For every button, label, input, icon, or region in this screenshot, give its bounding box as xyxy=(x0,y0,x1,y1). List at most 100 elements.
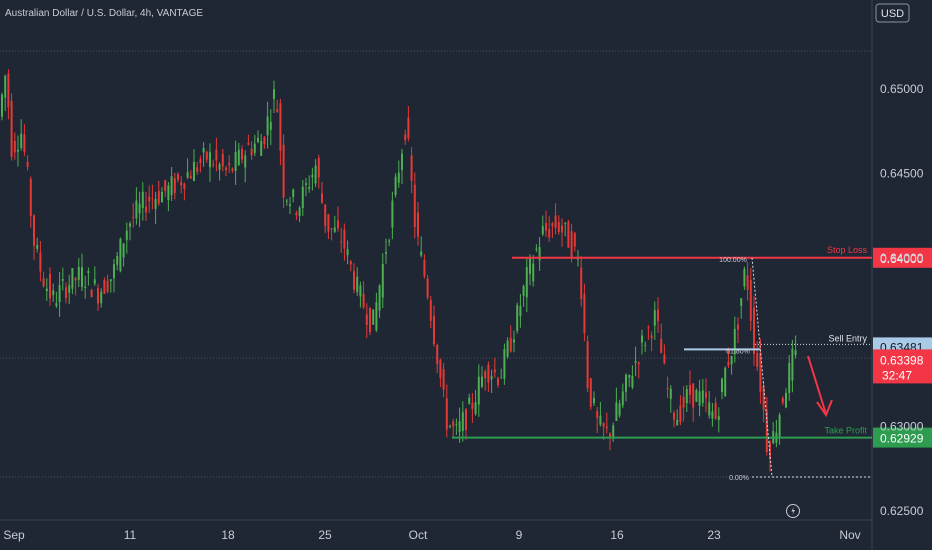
candle-body xyxy=(33,215,35,246)
candle-body xyxy=(199,159,202,163)
candle-body xyxy=(42,278,45,287)
candle-body xyxy=(650,335,653,339)
candle-body xyxy=(586,341,589,389)
candle-body xyxy=(733,328,736,355)
candle-body xyxy=(202,147,205,153)
candle-body xyxy=(692,383,695,408)
candle-body xyxy=(436,345,439,365)
candle-body xyxy=(20,133,23,148)
candle-body xyxy=(717,416,720,421)
currency-badge[interactable] xyxy=(875,3,910,23)
candle-body xyxy=(404,134,407,141)
candle-body xyxy=(7,73,10,108)
current-price-text: 0.63398 xyxy=(880,353,924,367)
candle-body xyxy=(183,183,186,190)
candle-body xyxy=(503,349,506,379)
candle-body xyxy=(455,423,458,425)
candle-body xyxy=(599,415,602,425)
candle-body xyxy=(276,108,279,112)
fib-label-100: 100.00% xyxy=(719,257,747,264)
candle-body xyxy=(193,161,195,181)
candle-body xyxy=(762,386,765,410)
timezone-icon[interactable] xyxy=(786,504,800,518)
candle-body xyxy=(580,267,583,300)
candle-body xyxy=(705,392,707,398)
candle-body xyxy=(298,207,301,216)
y-tick-label: 0.63000 xyxy=(880,420,924,434)
candle-body xyxy=(324,204,327,227)
candle-body xyxy=(647,327,650,329)
candle-body xyxy=(461,412,464,431)
candle-body xyxy=(356,276,359,293)
candle-body xyxy=(244,155,247,168)
candle-body xyxy=(74,278,77,281)
candle-body xyxy=(36,244,39,249)
candle-body xyxy=(506,340,509,357)
candle-body xyxy=(177,173,179,180)
current-price-tag xyxy=(873,349,932,384)
candle-body xyxy=(84,286,87,288)
candle-body xyxy=(125,230,128,240)
candle-body xyxy=(308,187,311,189)
candle-body xyxy=(317,157,320,178)
candle-body xyxy=(765,410,768,452)
down-arrow-shaft xyxy=(807,355,827,415)
candle-body xyxy=(173,178,176,194)
candle-body xyxy=(593,398,595,404)
candle-body xyxy=(666,388,669,390)
candle-body xyxy=(55,303,58,306)
candle-body xyxy=(212,164,215,166)
candle-body xyxy=(701,390,704,403)
candle-body xyxy=(295,212,298,216)
candle-body xyxy=(26,162,29,168)
candle-body xyxy=(305,183,307,185)
candle-body xyxy=(301,186,304,209)
candle-body xyxy=(391,200,394,228)
candle-body xyxy=(497,378,499,386)
candle-body xyxy=(225,167,227,171)
candle-body xyxy=(541,226,544,235)
candle-body xyxy=(644,344,647,346)
candle-body xyxy=(516,305,519,331)
x-tick-label: 18 xyxy=(221,528,235,542)
candle-body xyxy=(513,339,515,343)
candle-body xyxy=(596,411,599,418)
stop-loss-price-tag xyxy=(873,247,932,268)
candle-body xyxy=(609,433,611,437)
candle-body xyxy=(71,268,74,289)
candle-body xyxy=(29,178,32,216)
candle-body xyxy=(417,212,419,237)
candle-body xyxy=(170,176,173,196)
candle-body xyxy=(695,389,698,402)
candle-body xyxy=(289,204,291,206)
candle-body xyxy=(561,225,563,233)
candle-body xyxy=(397,172,400,183)
candle-body xyxy=(449,425,451,427)
candle-body xyxy=(625,374,627,392)
candle-body xyxy=(161,191,163,203)
candle-body xyxy=(602,423,605,427)
candle-body xyxy=(221,154,224,167)
candle-body xyxy=(375,302,378,331)
candle-body xyxy=(589,378,592,407)
candle-body xyxy=(87,271,90,274)
candle-body xyxy=(103,279,106,294)
candle-body xyxy=(349,261,352,265)
candle-body xyxy=(362,293,365,308)
take-profit-price-text: 0.62929 xyxy=(880,432,924,446)
candle-body xyxy=(385,251,387,254)
candle-body xyxy=(727,361,730,366)
candle-body xyxy=(484,371,487,379)
candle-body xyxy=(116,256,119,265)
candle-body xyxy=(525,266,528,298)
candle-body xyxy=(685,388,688,404)
price-axis: USD 0.65000 0.64500 0.64000 0.63000 0.62500 xyxy=(875,3,924,518)
candle-body xyxy=(381,264,384,298)
stop-loss-price-text: 0.64000 xyxy=(880,252,924,266)
candle-body xyxy=(721,378,723,392)
candle-body xyxy=(151,198,154,200)
candle-body xyxy=(257,137,259,142)
candle-body xyxy=(612,425,615,437)
